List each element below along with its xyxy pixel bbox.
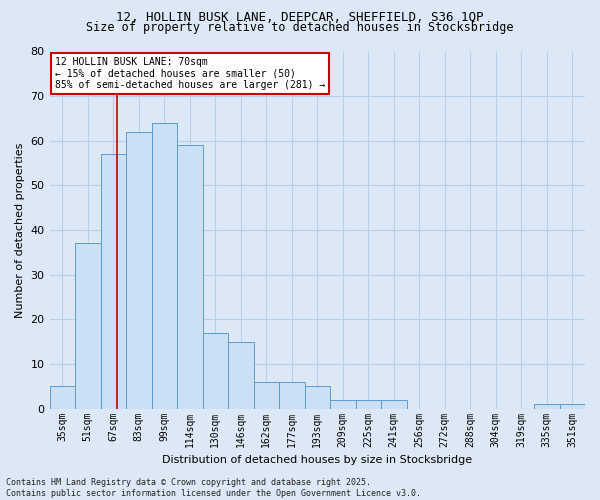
Bar	[356, 400, 381, 408]
Bar	[177, 145, 203, 408]
Bar	[75, 244, 101, 408]
Text: 12 HOLLIN BUSK LANE: 70sqm
← 15% of detached houses are smaller (50)
85% of semi: 12 HOLLIN BUSK LANE: 70sqm ← 15% of deta…	[55, 57, 325, 90]
Bar	[101, 154, 126, 408]
Bar	[126, 132, 152, 408]
Bar	[381, 400, 407, 408]
Bar	[534, 404, 560, 408]
Bar	[279, 382, 305, 408]
Bar	[560, 404, 585, 408]
Text: 12, HOLLIN BUSK LANE, DEEPCAR, SHEFFIELD, S36 1QP: 12, HOLLIN BUSK LANE, DEEPCAR, SHEFFIELD…	[116, 11, 484, 24]
Y-axis label: Number of detached properties: Number of detached properties	[15, 142, 25, 318]
Bar	[50, 386, 75, 408]
Bar	[228, 342, 254, 408]
Bar	[203, 332, 228, 408]
Bar	[254, 382, 279, 408]
Bar	[305, 386, 330, 408]
Text: Size of property relative to detached houses in Stocksbridge: Size of property relative to detached ho…	[86, 21, 514, 34]
Text: Contains HM Land Registry data © Crown copyright and database right 2025.
Contai: Contains HM Land Registry data © Crown c…	[6, 478, 421, 498]
Bar	[152, 123, 177, 408]
Bar	[330, 400, 356, 408]
X-axis label: Distribution of detached houses by size in Stocksbridge: Distribution of detached houses by size …	[162, 455, 472, 465]
